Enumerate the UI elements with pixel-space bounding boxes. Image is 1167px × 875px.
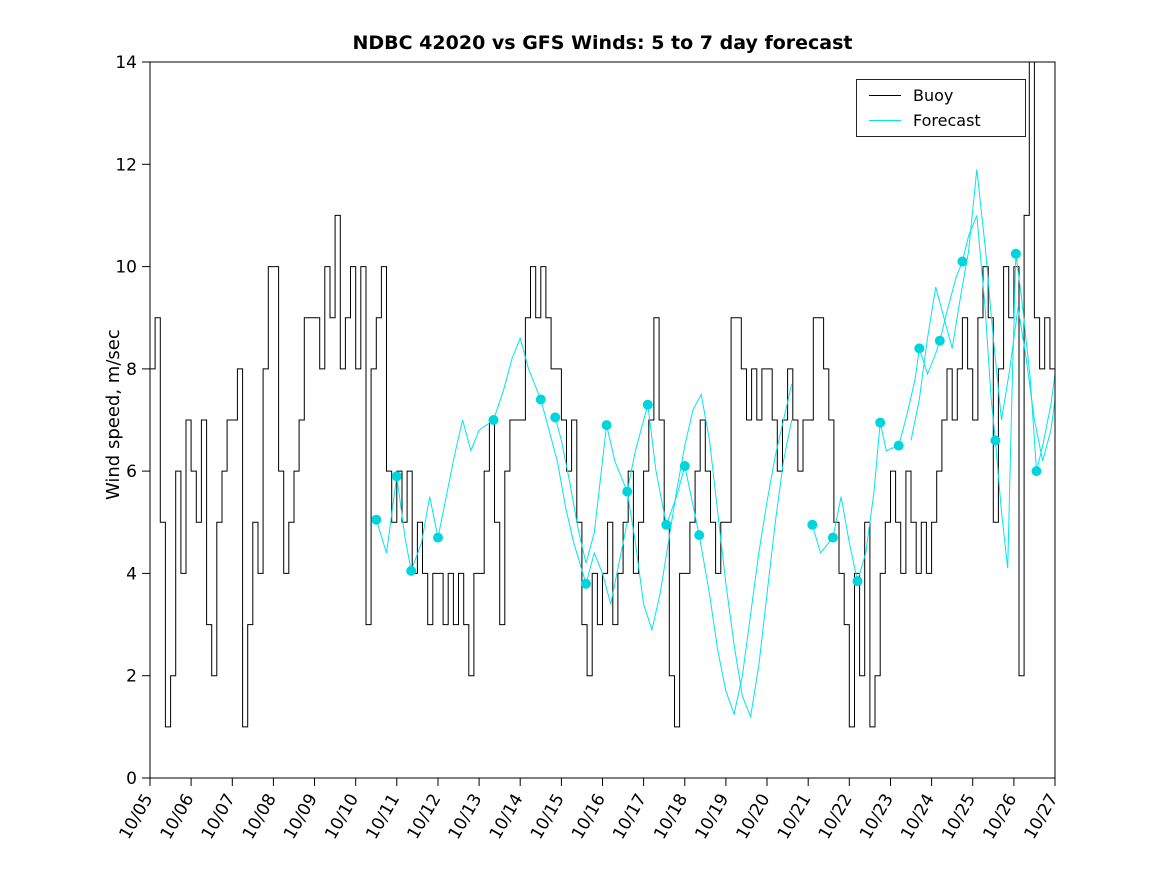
x-tick-label: 10/25 <box>938 790 980 842</box>
forecast-marker <box>1031 466 1042 477</box>
x-tick-label: 10/23 <box>856 791 898 843</box>
series-forecast-run-3 <box>626 392 793 719</box>
forecast-marker <box>550 412 561 423</box>
x-tick-label: 10/24 <box>897 791 939 843</box>
forecast-marker <box>661 519 672 530</box>
series-forecast-run-2 <box>554 384 793 716</box>
axis-box <box>149 61 1056 779</box>
y-tick-label: 8 <box>126 360 137 380</box>
forecast-marker <box>391 471 402 482</box>
y-tick-label: 0 <box>126 769 137 789</box>
x-tick-label: 10/06 <box>157 791 199 843</box>
forecast-marker <box>371 514 382 525</box>
x-tick-label: 10/10 <box>321 791 363 843</box>
x-tick-label: 10/16 <box>568 791 610 843</box>
y-tick-label: 6 <box>126 462 137 482</box>
x-tick-label: 10/20 <box>733 791 775 843</box>
x-tick-label: 10/11 <box>362 791 404 843</box>
forecast-marker <box>852 576 863 587</box>
x-tick-label: 10/22 <box>815 791 857 843</box>
x-tick-label: 10/21 <box>774 791 816 843</box>
forecast-marker <box>601 420 612 431</box>
series-forecast-run-4 <box>811 215 1056 582</box>
x-tick-label: 10/18 <box>650 791 692 843</box>
forecast-marker <box>914 343 925 354</box>
y-tick-label: 12 <box>115 155 137 175</box>
x-tick-label: 10/17 <box>609 791 651 843</box>
forecast-marker <box>679 461 690 471</box>
y-tick-label: 14 <box>115 53 137 73</box>
forecast-marker <box>990 435 1001 446</box>
forecast-line-sample <box>869 120 901 121</box>
x-tick-label: 10/14 <box>486 791 528 843</box>
series-buoy <box>150 61 1055 728</box>
y-tick-label: 2 <box>126 667 137 687</box>
forecast-marker <box>622 486 633 497</box>
legend: Buoy Forecast <box>856 79 1026 137</box>
forecast-marker <box>934 335 945 346</box>
legend-label-forecast: Forecast <box>913 111 981 130</box>
forecast-marker <box>875 417 886 428</box>
x-tick-label: 10/15 <box>527 791 569 843</box>
forecast-marker <box>581 578 591 589</box>
forecast-marker <box>827 532 838 543</box>
x-tick-label: 10/19 <box>691 791 733 843</box>
forecast-marker <box>535 394 546 405</box>
x-tick-label: 10/08 <box>239 791 281 843</box>
chart-title: NDBC 42020 vs GFS Winds: 5 to 7 day fore… <box>352 32 853 54</box>
buoy-line-sample <box>869 95 901 96</box>
series-forecast-run-5 <box>910 169 1056 462</box>
forecast-marker <box>957 256 968 267</box>
legend-label-buoy: Buoy <box>913 86 954 105</box>
x-tick-label: 10/05 <box>116 791 158 843</box>
y-tick-label: 4 <box>126 564 137 584</box>
series-forecast-run-1 <box>375 336 628 605</box>
x-tick-label: 10/27 <box>1021 791 1063 843</box>
forecast-marker <box>1010 248 1021 259</box>
forecast-marker <box>406 565 417 576</box>
x-tick-label: 10/12 <box>404 791 446 843</box>
legend-entry-buoy: Buoy <box>857 83 1025 108</box>
x-tick-label: 10/26 <box>979 791 1021 843</box>
x-tick-label: 10/13 <box>445 791 487 843</box>
forecast-marker <box>694 530 705 541</box>
forecast-marker <box>642 399 653 410</box>
legend-entry-forecast: Forecast <box>857 108 1025 133</box>
forecast-marker <box>488 415 499 425</box>
forecast-marker <box>893 440 904 451</box>
x-tick-label: 10/07 <box>198 791 240 843</box>
y-tick-label: 10 <box>115 258 137 278</box>
x-tick-label: 10/09 <box>280 791 322 843</box>
forecast-marker <box>807 519 818 530</box>
forecast-marker <box>433 532 443 543</box>
